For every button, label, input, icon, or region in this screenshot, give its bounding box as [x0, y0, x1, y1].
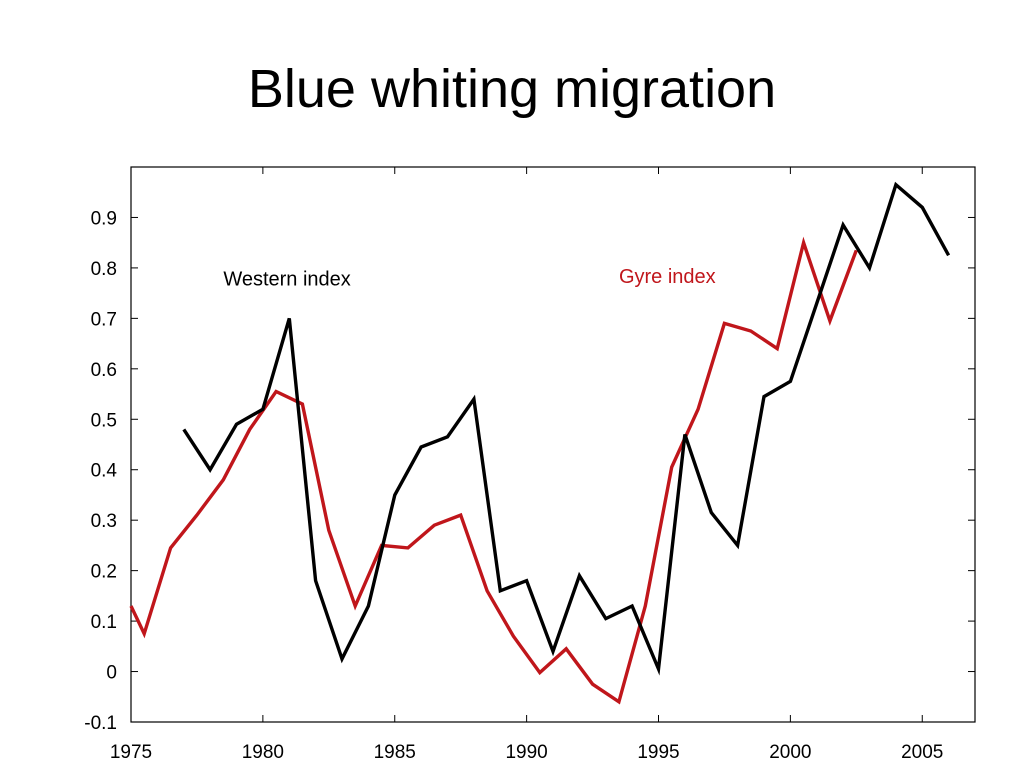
y-tick-label: 0.4	[91, 461, 118, 482]
x-tick-label: 2000	[769, 742, 811, 763]
y-tick-label: 0.1	[91, 612, 117, 633]
plot-border	[130, 166, 976, 723]
y-tick-label: 0.5	[91, 410, 117, 431]
y-tick-label: 0.6	[91, 360, 117, 381]
gyre-index-label: Gyre index	[619, 266, 716, 288]
x-tick-label: 1990	[505, 742, 547, 763]
gyre-index-line	[129, 236, 858, 705]
y-tick-label: 0.9	[91, 208, 117, 229]
x-tick-label: 1975	[110, 742, 152, 763]
axis-ticks: 1975 1980 1985 1990 1995 2000 2005 -0.1 0 0.1 0.2 0…	[84, 167, 975, 763]
y-tick-label: 0	[106, 663, 117, 684]
series-lines	[129, 181, 951, 705]
western-index-label: Western index	[223, 269, 350, 291]
y-tick-label: 0.7	[91, 309, 117, 330]
y-tick-label: -0.1	[84, 713, 117, 734]
x-tick-label: 1980	[242, 742, 284, 763]
western-index-line	[182, 181, 951, 676]
y-tick-label: 0.3	[91, 511, 117, 532]
plot-frame	[130, 166, 976, 723]
x-tick-label: 1985	[374, 742, 416, 763]
y-tick-label: 0.8	[91, 259, 117, 280]
chart-title: Blue whiting migration	[247, 59, 777, 119]
x-tick-label: 2005	[901, 742, 943, 763]
y-tick-label: 0.2	[91, 562, 117, 583]
series-labels: Western index Gyre index	[223, 266, 715, 291]
x-tick-label: 1995	[637, 742, 679, 763]
